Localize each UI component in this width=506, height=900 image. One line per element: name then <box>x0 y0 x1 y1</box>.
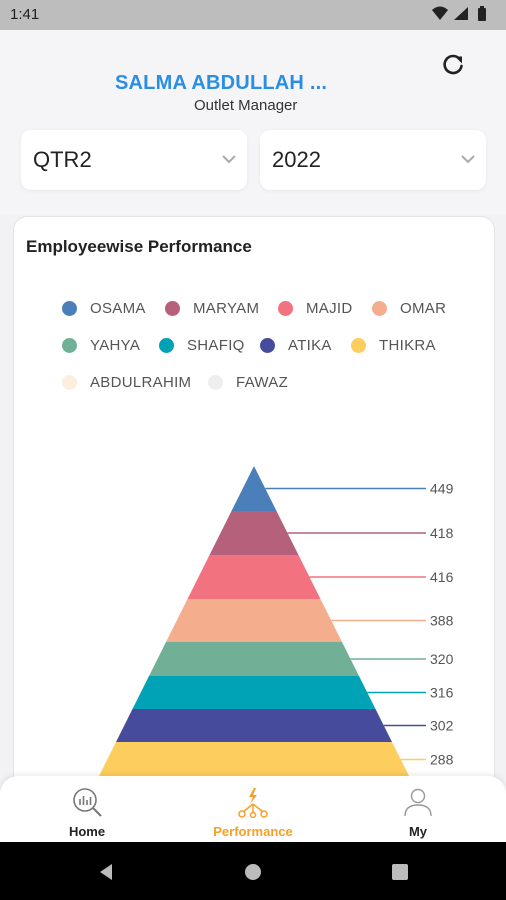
performance-network-icon <box>238 788 268 818</box>
data-label-atika: 302 <box>430 718 454 734</box>
legend-dot <box>278 301 293 316</box>
legend-label: ABDULRAHIM <box>90 374 192 391</box>
user-role: Outlet Manager <box>194 97 298 114</box>
data-label-maryam: 418 <box>430 525 454 541</box>
pyramid-segment-thikra[interactable] <box>98 742 410 777</box>
legend-dot <box>372 301 387 316</box>
quarter-dropdown[interactable]: QTR2 <box>21 130 247 190</box>
card-title: Employeewise Performance <box>26 237 252 256</box>
pyramid-segment-shafiq[interactable] <box>132 676 376 709</box>
back-icon[interactable] <box>96 862 116 882</box>
data-label-shafiq: 316 <box>430 685 454 701</box>
refresh-icon[interactable] <box>438 50 468 80</box>
legend-label: MARYAM <box>193 300 260 317</box>
user-profile-icon <box>404 788 432 817</box>
nav-my-label: My <box>408 824 428 839</box>
legend-dot <box>351 338 366 353</box>
chevron-down-icon <box>460 152 476 170</box>
nav-home-label: Home <box>68 824 106 839</box>
system-nav-bar <box>0 842 506 900</box>
legend-label: OSAMA <box>90 300 146 317</box>
data-label-majid: 416 <box>430 569 454 585</box>
year-dropdown[interactable]: 2022 <box>260 130 486 190</box>
pyramid-chart: 449 418 416 388 320 316 302 288 <box>98 466 454 777</box>
legend-label: FAWAZ <box>236 374 289 391</box>
battery-icon <box>478 6 486 21</box>
data-label-omar: 388 <box>430 613 454 629</box>
pyramid-segment-yahya[interactable] <box>149 642 359 676</box>
legend-dot <box>159 338 174 353</box>
data-label-yahya: 320 <box>430 651 454 667</box>
legend-dot <box>62 338 77 353</box>
pyramid-segment-osama[interactable] <box>231 466 277 511</box>
data-label-thikra: 288 <box>430 752 454 768</box>
user-name: SALMA ABDULLAH ... <box>115 72 328 94</box>
legend-dot <box>165 301 180 316</box>
nav-performance-label: Performance <box>213 824 293 839</box>
status-time: 1:41 <box>10 6 40 23</box>
chevron-down-icon <box>221 152 237 170</box>
data-label-osama: 449 <box>430 481 454 497</box>
legend-label: SHAFIQ <box>187 337 245 354</box>
legend-dot <box>208 375 223 390</box>
nav-home[interactable]: Home <box>27 776 147 842</box>
legend-label: ATIKA <box>288 337 332 354</box>
analytics-search-icon <box>73 788 102 817</box>
legend-dot <box>260 338 275 353</box>
status-bar: 1:41 <box>0 0 506 30</box>
pyramid-segment-atika[interactable] <box>116 709 392 742</box>
status-icons <box>432 6 494 27</box>
home-icon[interactable] <box>243 862 263 882</box>
quarter-value: QTR2 <box>33 147 92 172</box>
legend-label: OMAR <box>400 300 447 317</box>
legend-dot <box>62 375 77 390</box>
performance-card: Employeewise Performance OSAMA MARYAM MAJI… <box>13 216 495 818</box>
legend-label: THIKRA <box>379 337 436 354</box>
pyramid-segment-majid[interactable] <box>187 555 321 599</box>
legend-dot <box>62 301 77 316</box>
bottom-nav: Home Performance My <box>0 776 506 842</box>
pyramid-segment-maryam[interactable] <box>209 511 299 555</box>
recents-icon[interactable] <box>390 862 410 882</box>
legend-label: YAHYA <box>90 337 141 354</box>
legend-label: MAJID <box>306 300 353 317</box>
pyramid-segment-omar[interactable] <box>166 599 342 642</box>
year-value: 2022 <box>272 147 321 172</box>
nav-my[interactable]: My <box>358 776 478 842</box>
nav-performance[interactable]: Performance <box>193 776 313 842</box>
wifi-icon <box>432 6 448 20</box>
signal-icon <box>454 7 468 20</box>
